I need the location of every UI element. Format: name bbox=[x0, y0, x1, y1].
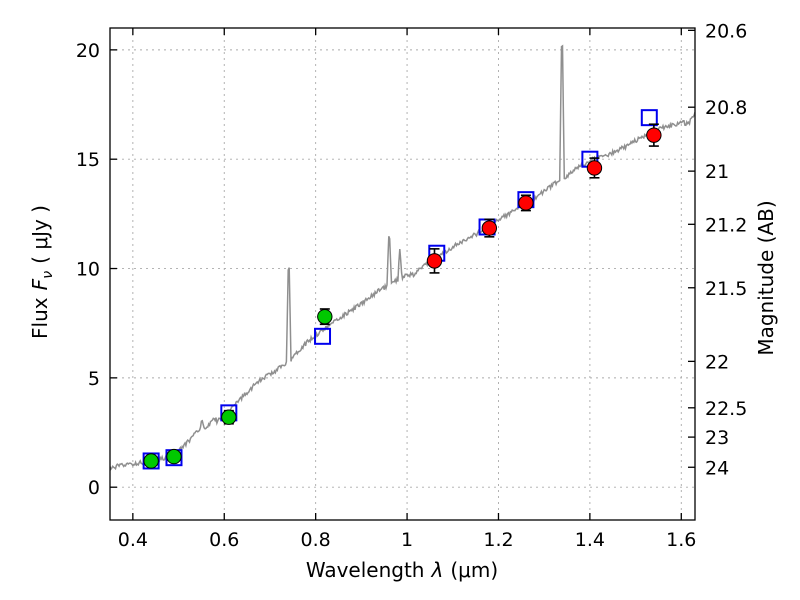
magnitude-tick-label: 23 bbox=[705, 427, 729, 449]
magnitude-label-text: Magnitude (AB) bbox=[754, 200, 778, 356]
flux-tick-label: 20 bbox=[76, 40, 100, 62]
axes-ticks bbox=[110, 28, 695, 520]
model-photometry-marker bbox=[314, 327, 332, 345]
x-axis-symbol: λ bbox=[431, 558, 444, 582]
y-axis-right-title: Magnitude (AB) bbox=[754, 200, 778, 355]
observed-photometry-optical-series bbox=[143, 308, 333, 469]
x-tick-label: 0.6 bbox=[209, 529, 239, 551]
observed-photometry-infrared-marker bbox=[646, 127, 662, 143]
flux-symbol-subscript: ν bbox=[40, 270, 57, 279]
x-axis-title: Wavelength λ (μm) bbox=[306, 558, 498, 582]
magnitude-tick-label: 21 bbox=[705, 161, 729, 183]
y-axis-left-title: Flux Fν ( μJy ) bbox=[28, 205, 56, 339]
magnitude-tick-label: 21.2 bbox=[705, 214, 747, 236]
x-tick-label: 0.8 bbox=[301, 529, 331, 551]
x-tick-label: 1.2 bbox=[483, 529, 513, 551]
x-axis-unit: (μm) bbox=[450, 558, 499, 582]
magnitude-tick-label: 22 bbox=[705, 351, 729, 373]
observed-photometry-infrared-marker bbox=[426, 253, 443, 269]
flux-symbol: F bbox=[27, 278, 52, 291]
magnitude-tick-label: 24 bbox=[705, 457, 729, 479]
x-tick-label: 1.4 bbox=[575, 529, 605, 551]
observed-photometry-infrared-series bbox=[426, 123, 662, 274]
observed-photometry-optical-marker bbox=[221, 409, 237, 425]
x-axis-title-text: Wavelength bbox=[305, 558, 425, 582]
observed-photometry-infrared-marker bbox=[518, 195, 534, 211]
flux-tick-label: 5 bbox=[88, 368, 100, 390]
flux-tick-label: 15 bbox=[76, 149, 100, 171]
plot-frame bbox=[109, 27, 696, 521]
flux-unit: ( μJy ) bbox=[27, 205, 52, 264]
model-photometry-marker bbox=[640, 109, 658, 127]
x-tick-label: 1.6 bbox=[666, 529, 696, 551]
flux-tick-label: 10 bbox=[76, 259, 100, 281]
observed-photometry-optical-marker bbox=[317, 308, 333, 325]
observed-photometry-infrared-marker bbox=[586, 160, 603, 176]
observed-photometry-optical-marker bbox=[143, 453, 159, 469]
magnitude-tick-label: 21.5 bbox=[705, 278, 747, 300]
magnitude-tick-label: 20.6 bbox=[705, 20, 747, 42]
x-tick-label: 0.4 bbox=[118, 529, 148, 551]
magnitude-tick-label: 22.5 bbox=[705, 398, 747, 420]
x-tick-label: 1 bbox=[401, 529, 413, 551]
observed-photometry-infrared-marker bbox=[481, 220, 498, 236]
flux-label-text: Flux bbox=[27, 297, 52, 339]
flux-tick-label: 0 bbox=[88, 477, 100, 499]
observed-photometry-optical-marker bbox=[166, 448, 182, 465]
magnitude-tick-label: 20.8 bbox=[705, 97, 747, 119]
